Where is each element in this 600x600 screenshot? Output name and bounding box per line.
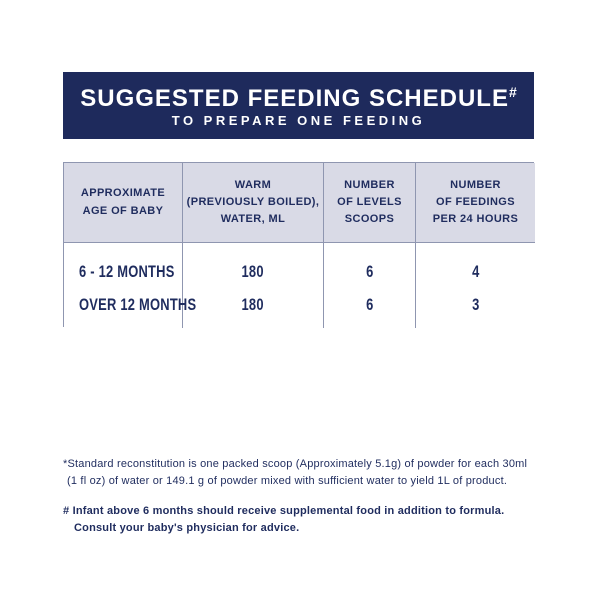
table-row-1-water-ml: 180 — [183, 243, 324, 286]
table-row-1-feedings: 4 — [416, 243, 535, 286]
table-row-2-scoops: 6 — [324, 286, 416, 328]
scoops-value: 6 — [365, 262, 374, 281]
header-feedings-per-24h: NUMBER OF FEEDINGS PER 24 HOURS — [416, 163, 535, 243]
scoops-value: 6 — [365, 295, 374, 314]
footnote-line: (1 fl oz) of water or 149.1 g of powder … — [67, 475, 508, 487]
footnote-line: Consult your baby's physician for advice… — [74, 522, 300, 534]
table-row-2-water-ml: 180 — [183, 286, 324, 328]
age-value: 6 - 12 MONTHS — [79, 262, 175, 281]
banner-title: SUGGESTED FEEDING SCHEDULE# — [80, 85, 517, 111]
header-number-of-scoops: NUMBER OF LEVELS SCOOPS — [324, 163, 416, 243]
header-warm-water-ml: WARM (PREVIOUSLY BOILED), WATER, ML — [183, 163, 324, 243]
age-value: OVER 12 MONTHS — [79, 295, 197, 314]
table-row-1-scoops: 6 — [324, 243, 416, 286]
feeding-schedule-table: APPROXIMATE AGE OF BABY WARM (PREVIOUSLY… — [63, 162, 535, 328]
table-row-2-age: OVER 12 MONTHS — [64, 286, 196, 328]
feedings-value: 4 — [471, 262, 480, 281]
banner-subtitle: TO PREPARE ONE FEEDING — [171, 112, 426, 128]
footnote-infant-supplemental: # Infant above 6 months should receive s… — [63, 503, 504, 537]
header-age-of-baby: APPROXIMATE AGE OF BABY — [64, 163, 183, 243]
table-row-1-age: 6 - 12 MONTHS — [64, 243, 183, 286]
footnote-line: # Infant above 6 months should receive s… — [63, 505, 505, 517]
water-ml-value: 180 — [241, 262, 265, 281]
footnote-line: *Standard reconstitution is one packed s… — [63, 458, 528, 470]
water-ml-value: 180 — [241, 295, 265, 314]
feeding-schedule-banner: SUGGESTED FEEDING SCHEDULE# TO PREPARE O… — [63, 72, 534, 139]
table-row-2-feedings: 3 — [416, 286, 535, 328]
footnote-standard-reconstitution: *Standard reconstitution is one packed s… — [63, 456, 527, 490]
banner-title-text: SUGGESTED FEEDING SCHEDULE — [80, 84, 509, 112]
feedings-value: 3 — [471, 295, 480, 314]
banner-title-superscript: # — [508, 83, 517, 100]
